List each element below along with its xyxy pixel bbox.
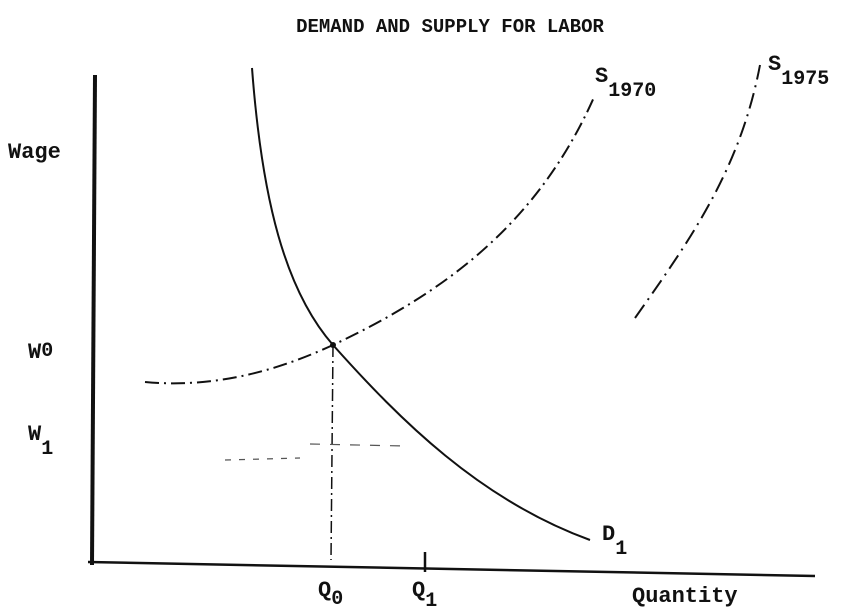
w1-guide [309,443,406,447]
x-axis [87,560,816,578]
supply-1970-curve [144,94,596,385]
title: DEMAND AND SUPPLY FOR LABOR [296,16,604,38]
x-axis-label: Quantity [632,584,738,609]
label-sub: 1970 [608,80,656,103]
label-sub: 1975 [781,68,829,91]
label-main: Q [318,578,331,603]
q0-guide [330,344,334,561]
d1-label: D1 [602,522,627,561]
label-sub: 1 [41,438,53,461]
label-main: W [28,422,42,447]
label-main: Q [412,578,425,603]
label-main: S [595,64,608,89]
label-sub: 1 [425,590,437,612]
s1975-label: S1975 [768,52,829,91]
w1-label: W1 [28,422,53,461]
q0-label: Q0 [318,578,343,611]
s1970-label: S1970 [595,64,656,103]
label-main: S [768,52,781,77]
label-sub: 0 [331,588,343,611]
y-axis-label: Wage [8,140,61,165]
label-sub: 0 [41,340,53,363]
demand-curve [251,67,591,541]
y-axis [90,74,97,566]
label-main: D [602,522,615,547]
q1-label: Q1 [412,578,437,612]
supply-1975-curve [634,64,761,319]
equilibrium-point [330,342,336,348]
w1-guide [224,457,301,461]
label-sub: 1 [615,538,627,561]
w0-label: W0 [28,340,53,365]
label-main: W [28,340,42,365]
